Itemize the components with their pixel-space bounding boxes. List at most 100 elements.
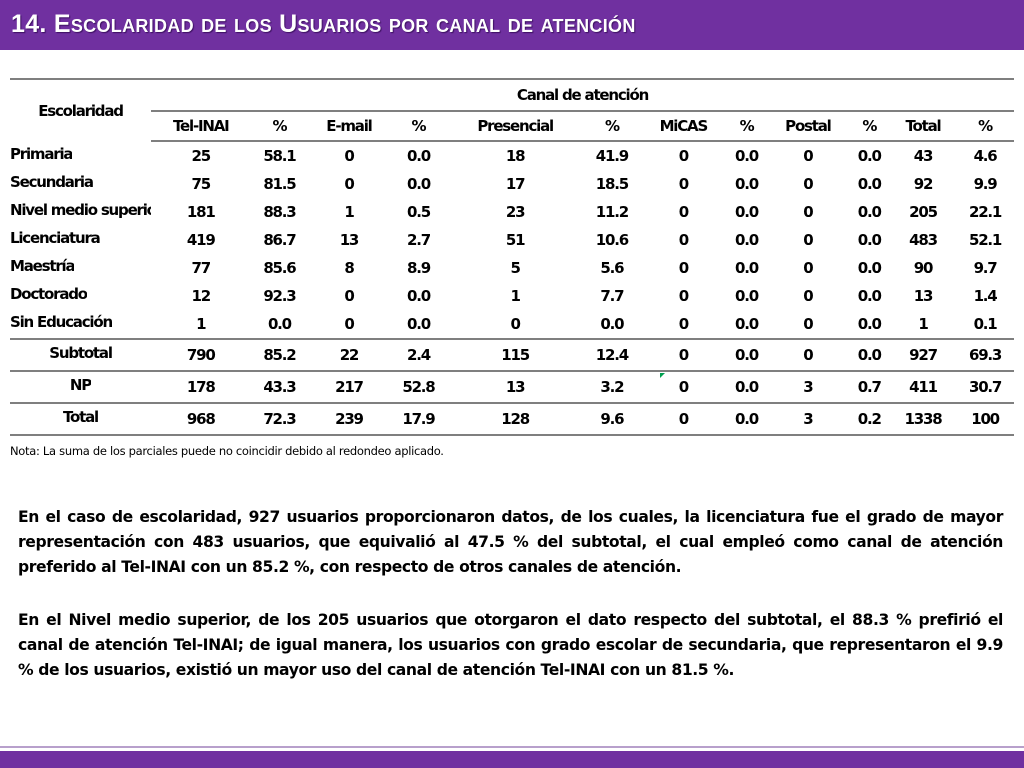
column-header: Postal <box>767 111 849 142</box>
table-cell: 0.0 <box>848 338 890 371</box>
table-cell: 0 <box>678 147 689 165</box>
column-header: % <box>250 111 309 142</box>
table-cell: 1 <box>344 203 354 221</box>
row-label-text: Total <box>63 408 98 426</box>
table-row: Nivel medio superior 181 88.3 1 0.5 23 11.2 0 0.… <box>10 198 1014 226</box>
table-cell: 0.1 <box>973 315 998 333</box>
table-cell: 181 <box>186 203 216 221</box>
table-cell: 18.5 <box>595 175 629 193</box>
table-cell: 58.1 <box>263 147 296 165</box>
table-cell: 25 <box>191 147 212 165</box>
row-label: Licenciatura <box>10 226 151 254</box>
table-cell: 3 <box>767 370 849 403</box>
table-row: Maestría 77 85.6 8 8.9 5 5.6 0 0.0 0 0.0 90 9.7 <box>10 254 1014 282</box>
table-cell: 0 <box>678 203 689 221</box>
row-label: Doctorado <box>10 282 151 310</box>
table-cell: 0 <box>678 315 689 333</box>
table-row: Secundaria 75 81.5 0 0.0 17 18.5 0 0.0 0 0.0 92 9.9 <box>10 170 1014 198</box>
column-header: Total <box>889 111 957 142</box>
table-cell: 790 <box>151 338 251 371</box>
table-cell: 0 <box>678 287 689 305</box>
table-cell: 0.0 <box>406 175 431 193</box>
table-cell: 72.3 <box>250 402 309 436</box>
row-label: Nivel medio superior <box>10 198 151 226</box>
table-cell: 4.6 <box>973 147 998 165</box>
column-header: % <box>582 111 641 142</box>
table-cell: 0.0 <box>725 338 768 371</box>
table-cell: 0.0 <box>857 231 882 249</box>
table-cell: 239 <box>308 402 390 436</box>
table-cell: 13 <box>913 287 934 305</box>
table-cell: 5.6 <box>600 259 624 277</box>
table-cell: 23 <box>505 203 526 221</box>
slide-title: 14. Escolaridad de los Usuarios por cana… <box>11 10 636 38</box>
table-cell: 2.7 <box>406 231 431 249</box>
table-cell: 0 <box>803 315 813 333</box>
paragraph-1: En el caso de escolaridad, 927 usuarios … <box>18 508 1003 576</box>
table-cell: 11.2 <box>595 203 629 221</box>
table-cell: 0 <box>803 203 813 221</box>
table-cell: 9.7 <box>973 259 998 277</box>
table-cell: 0 <box>803 147 813 165</box>
table-cell: 12 <box>191 287 212 305</box>
row-label: Secundaria <box>10 170 151 198</box>
table-cell: 100 <box>956 402 1014 436</box>
row-label-text: NP <box>69 376 92 394</box>
table-cell: 0.0 <box>857 287 882 305</box>
table-cell: 927 <box>889 338 957 371</box>
table-cell: 13 <box>339 231 360 249</box>
table-cell: 0.0 <box>600 315 624 333</box>
title-bar: 14. Escolaridad de los Usuarios por cana… <box>0 0 1024 50</box>
table-cell: 7.7 <box>600 287 624 305</box>
table-cell: 0.0 <box>406 287 431 305</box>
row-label-text: Secundaria <box>10 173 93 191</box>
column-header: % <box>956 111 1014 142</box>
table-cell: 85.2 <box>250 338 309 371</box>
table-cell: 0.0 <box>735 287 759 305</box>
table-row: Primaria 25 58.1 0 0.0 18 41.9 0 0.0 0 0.0 43 4.6 <box>10 141 1014 170</box>
column-header-row: Tel-INAI% E-mail% Presencial% MiCAS% Postal%… <box>10 111 1014 142</box>
table-cell: 0 <box>510 315 521 333</box>
table-cell: 8 <box>344 259 354 277</box>
table-cell: 0 <box>803 175 813 193</box>
row-label: NP <box>10 370 151 403</box>
table-cell: 77 <box>191 259 212 277</box>
table-cell: 86.7 <box>263 231 296 249</box>
table-cell: 5 <box>510 259 521 277</box>
column-header: % <box>389 111 448 142</box>
table-cell: 483 <box>909 231 938 249</box>
column-header: Tel-INAI <box>151 111 251 142</box>
row-header: Escolaridad <box>10 78 151 141</box>
table-cell: 1338 <box>889 402 957 436</box>
table-cell: 0 <box>344 147 354 165</box>
table-cell: 90 <box>913 259 934 277</box>
table-cell: 30.7 <box>956 370 1014 403</box>
table-cell: 52.8 <box>389 370 448 403</box>
table-cell: 419 <box>186 231 216 249</box>
table-cell: 1.4 <box>973 287 998 305</box>
table-row: Doctorado 12 92.3 0 0.0 1 7.7 0 0.0 0 0.0 13 1.4 <box>10 282 1014 310</box>
footnote: Nota: La suma de los parciales puede no … <box>10 444 444 458</box>
table-cell: 8.9 <box>406 259 431 277</box>
table-cell: 0 <box>344 287 354 305</box>
table-cell: 1 <box>196 315 206 333</box>
table-cell: 128 <box>447 402 583 436</box>
table-cell: 85.6 <box>263 259 296 277</box>
table-cell: 1 <box>510 287 521 305</box>
row-label-text: Subtotal <box>49 344 112 362</box>
table-cell: 18 <box>505 147 526 165</box>
table-cell: 0.2 <box>848 402 890 436</box>
table-cell: 43.3 <box>250 370 309 403</box>
column-header: E-mail <box>308 111 390 142</box>
table-cell: 0.0 <box>725 370 768 403</box>
footer-divider <box>0 746 1024 748</box>
table-cell: 3.2 <box>582 370 641 403</box>
table-cell: 43 <box>913 147 934 165</box>
column-header: % <box>725 111 768 142</box>
table-cell: 0.0 <box>857 175 882 193</box>
table-cell: 0.0 <box>735 175 759 193</box>
row-label-text: Maestría <box>10 257 75 275</box>
table-cell: 3 <box>767 402 849 436</box>
table-cell: 0.0 <box>857 203 882 221</box>
table-cell: 13 <box>447 370 583 403</box>
